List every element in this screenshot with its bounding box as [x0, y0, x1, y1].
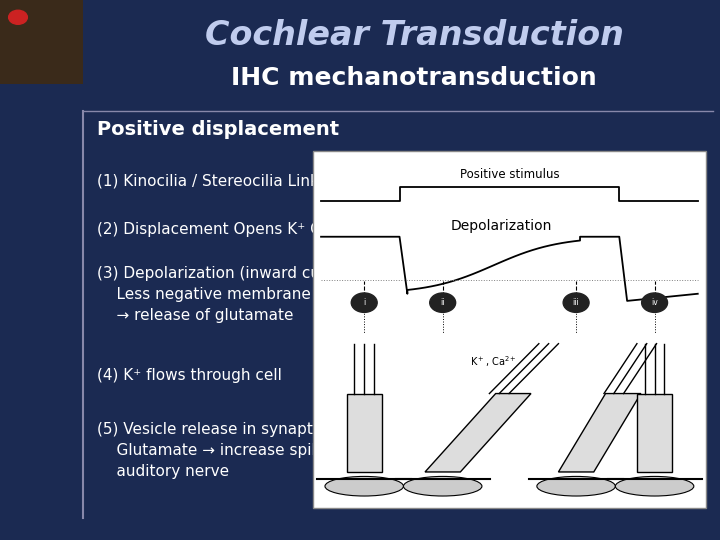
Polygon shape	[425, 394, 531, 472]
Text: Positive displacement: Positive displacement	[97, 120, 339, 139]
Bar	[637, 394, 672, 472]
Text: iv: iv	[651, 298, 658, 307]
Circle shape	[430, 293, 456, 312]
Ellipse shape	[403, 476, 482, 496]
Bar	[313, 151, 706, 508]
Text: ii: ii	[441, 298, 445, 307]
Ellipse shape	[616, 476, 694, 496]
Circle shape	[9, 10, 27, 24]
Circle shape	[642, 293, 667, 312]
Text: (2) Displacement Opens K⁺ Channels: (2) Displacement Opens K⁺ Channels	[97, 222, 381, 237]
Ellipse shape	[325, 476, 403, 496]
Text: Depolarization: Depolarization	[451, 219, 552, 233]
Text: K$^+$, Ca$^{2+}$: K$^+$, Ca$^{2+}$	[470, 354, 517, 369]
Text: Cochlear Transduction: Cochlear Transduction	[204, 18, 624, 52]
Polygon shape	[559, 394, 641, 472]
Circle shape	[563, 293, 589, 312]
Bar	[346, 394, 382, 472]
Ellipse shape	[537, 476, 616, 496]
Text: (3) Depolarization (inward current)
    Less negative membrane potential
    → r: (3) Depolarization (inward current) Less…	[97, 266, 384, 323]
Circle shape	[351, 293, 377, 312]
Text: IHC mechanotransduction: IHC mechanotransduction	[231, 66, 597, 90]
Text: Positive stimulus: Positive stimulus	[459, 168, 559, 181]
Bar	[0, 0, 83, 84]
Text: (1) Kinocilia / Stereocilia Linked: (1) Kinocilia / Stereocilia Linked	[97, 173, 338, 188]
Text: iii: iii	[572, 298, 580, 307]
Text: (5) Vesicle release in synaptic cleft
    Glutamate → increase spike rate in
   : (5) Vesicle release in synaptic cleft Gl…	[97, 422, 384, 480]
Text: (4) K⁺ flows through cell: (4) K⁺ flows through cell	[97, 368, 282, 383]
Text: i: i	[363, 298, 365, 307]
